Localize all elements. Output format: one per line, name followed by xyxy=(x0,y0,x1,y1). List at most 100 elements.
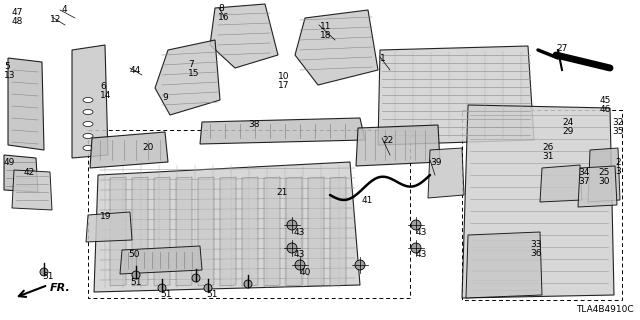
Polygon shape xyxy=(94,162,360,292)
Text: 34: 34 xyxy=(578,168,589,177)
Text: 9: 9 xyxy=(162,93,168,102)
Text: 30: 30 xyxy=(598,177,609,186)
Text: 12: 12 xyxy=(50,15,61,24)
Text: 7: 7 xyxy=(188,60,194,69)
Polygon shape xyxy=(210,4,278,68)
Circle shape xyxy=(287,243,297,253)
Text: 15: 15 xyxy=(188,69,200,78)
Text: 6: 6 xyxy=(100,82,106,91)
Text: 4: 4 xyxy=(62,5,68,14)
Ellipse shape xyxy=(83,98,93,102)
Polygon shape xyxy=(466,232,542,298)
Text: 46: 46 xyxy=(600,105,611,114)
Text: 13: 13 xyxy=(4,71,15,80)
Polygon shape xyxy=(8,58,44,150)
Circle shape xyxy=(355,260,365,270)
Text: 11: 11 xyxy=(320,22,332,31)
Text: 43: 43 xyxy=(416,228,428,237)
Bar xyxy=(88,130,410,298)
Text: 51: 51 xyxy=(206,290,218,299)
Text: 3: 3 xyxy=(615,167,621,176)
Circle shape xyxy=(244,280,252,288)
Text: 14: 14 xyxy=(100,91,111,100)
Polygon shape xyxy=(295,10,378,85)
Polygon shape xyxy=(428,148,464,198)
Text: 43: 43 xyxy=(416,250,428,259)
Text: 49: 49 xyxy=(4,158,15,167)
Circle shape xyxy=(158,284,166,292)
Polygon shape xyxy=(378,46,534,145)
Ellipse shape xyxy=(83,146,93,150)
Polygon shape xyxy=(176,177,192,286)
Ellipse shape xyxy=(83,122,93,126)
Text: 26: 26 xyxy=(542,143,554,152)
Text: 40: 40 xyxy=(300,268,312,277)
Text: 51: 51 xyxy=(130,278,141,287)
Text: 43: 43 xyxy=(294,228,305,237)
Circle shape xyxy=(411,243,421,253)
Circle shape xyxy=(192,274,200,282)
Text: 45: 45 xyxy=(600,96,611,105)
Circle shape xyxy=(411,220,421,230)
Text: 16: 16 xyxy=(218,13,230,22)
Polygon shape xyxy=(120,246,202,274)
Text: 18: 18 xyxy=(320,31,332,40)
Text: 47: 47 xyxy=(12,8,24,17)
Text: 10: 10 xyxy=(278,72,289,81)
Text: 44: 44 xyxy=(130,66,141,75)
Text: 50: 50 xyxy=(128,250,140,259)
Text: 21: 21 xyxy=(276,188,287,197)
Text: 29: 29 xyxy=(562,127,573,136)
Ellipse shape xyxy=(83,109,93,115)
Text: 51: 51 xyxy=(42,272,54,281)
Text: 43: 43 xyxy=(294,250,305,259)
Text: 48: 48 xyxy=(12,17,24,26)
Polygon shape xyxy=(12,170,52,210)
Text: 5: 5 xyxy=(4,62,10,71)
Text: FR.: FR. xyxy=(50,283,71,293)
Text: TLA4B4910C: TLA4B4910C xyxy=(577,305,634,314)
Text: 22: 22 xyxy=(382,136,393,145)
Polygon shape xyxy=(155,40,220,115)
Bar xyxy=(462,110,622,300)
Polygon shape xyxy=(4,155,38,192)
Polygon shape xyxy=(264,177,280,286)
Text: 33: 33 xyxy=(530,240,541,249)
Circle shape xyxy=(287,220,297,230)
Polygon shape xyxy=(308,177,324,286)
Text: 38: 38 xyxy=(248,120,259,129)
Polygon shape xyxy=(330,177,346,286)
Text: 25: 25 xyxy=(598,168,609,177)
Polygon shape xyxy=(588,148,620,202)
Polygon shape xyxy=(540,165,582,202)
Text: 37: 37 xyxy=(578,177,589,186)
Text: 42: 42 xyxy=(24,168,35,177)
Text: 2: 2 xyxy=(615,158,621,167)
Polygon shape xyxy=(462,105,614,298)
Polygon shape xyxy=(110,177,126,286)
Circle shape xyxy=(40,268,48,276)
Polygon shape xyxy=(198,177,214,286)
Text: 19: 19 xyxy=(100,212,111,221)
Text: 51: 51 xyxy=(160,290,172,299)
Circle shape xyxy=(204,284,212,292)
Polygon shape xyxy=(220,177,236,286)
Polygon shape xyxy=(356,125,440,166)
Ellipse shape xyxy=(83,133,93,139)
Text: 24: 24 xyxy=(562,118,573,127)
Text: 8: 8 xyxy=(218,4,224,13)
Polygon shape xyxy=(154,177,170,286)
Text: 31: 31 xyxy=(542,152,554,161)
Text: 17: 17 xyxy=(278,81,289,90)
Polygon shape xyxy=(86,212,132,242)
Polygon shape xyxy=(90,132,168,168)
Polygon shape xyxy=(578,166,617,207)
Text: 39: 39 xyxy=(430,158,442,167)
Circle shape xyxy=(132,271,140,279)
Polygon shape xyxy=(286,177,302,286)
Text: 1: 1 xyxy=(380,54,386,63)
Circle shape xyxy=(295,260,305,270)
Text: 35: 35 xyxy=(612,127,623,136)
Polygon shape xyxy=(200,118,365,144)
Polygon shape xyxy=(72,45,108,158)
